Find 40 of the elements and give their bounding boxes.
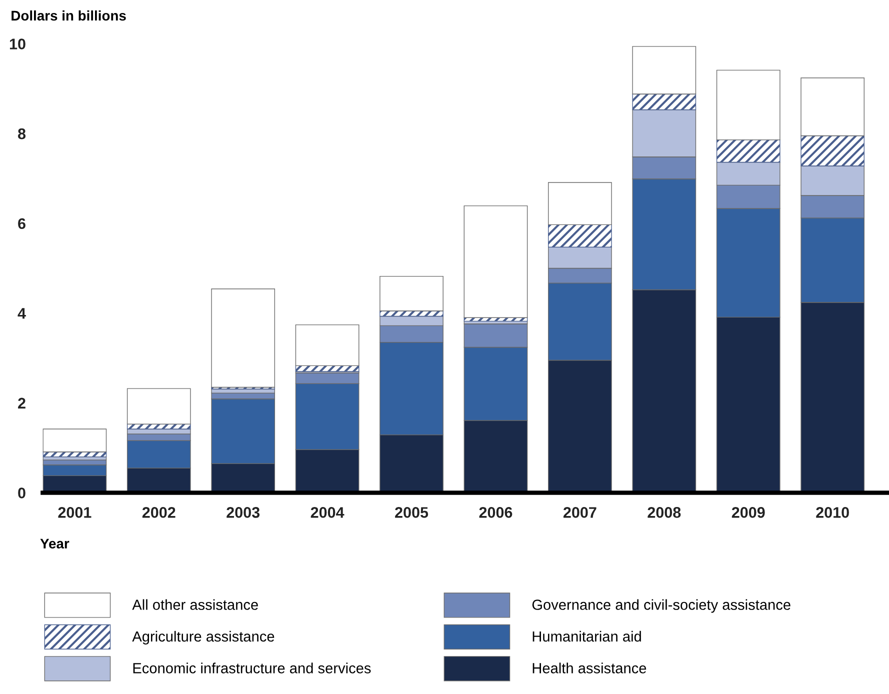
bar	[126, 388, 191, 424]
y-tick-label: 0	[18, 488, 26, 498]
x-tick-label: 2003	[226, 507, 260, 518]
x-tick-label: 2005	[395, 507, 428, 518]
x-tick-label: 2007	[563, 507, 596, 518]
bar	[632, 46, 696, 94]
bar	[295, 365, 360, 372]
bar	[632, 94, 696, 110]
bar	[380, 310, 444, 317]
x-tick-label: 2001	[58, 507, 92, 518]
bar	[716, 139, 780, 163]
bar	[548, 182, 612, 226]
y-tick-label: 8	[18, 128, 26, 140]
x-tick-label: 2009	[732, 507, 765, 518]
legend-label: Economic infrastructure and services	[133, 662, 371, 674]
bar	[548, 224, 612, 248]
legend-label: Agriculture assistance	[132, 630, 274, 645]
x-axis-title: Year	[40, 538, 70, 549]
y-tick-label: 2	[18, 398, 26, 408]
legend-label: Health assistance	[532, 662, 646, 674]
bar	[42, 428, 107, 452]
x-tick-label: 2006	[479, 507, 512, 518]
bar	[800, 135, 865, 166]
x-tick-label: 2002	[142, 507, 176, 518]
bar	[800, 77, 865, 136]
x-tick-label: 2008	[648, 507, 681, 518]
legend-label: Governance and civil-society assistance	[532, 599, 790, 613]
bar	[464, 205, 528, 318]
bar	[211, 288, 276, 388]
legend-label: Humanitarian aid	[532, 630, 641, 642]
bar	[380, 276, 444, 312]
bar	[716, 70, 780, 140]
x-tick-label: 2010	[816, 507, 849, 518]
y-tick-label: 4	[18, 308, 26, 319]
x-tick-label: 2004	[310, 507, 344, 518]
legend-label: All other assistance	[132, 599, 258, 610]
y-tick-label: 6	[18, 218, 26, 230]
y-axis-title: Dollars in billions	[12, 10, 126, 21]
bar	[295, 324, 360, 366]
y-tick-label: 10	[10, 38, 26, 50]
